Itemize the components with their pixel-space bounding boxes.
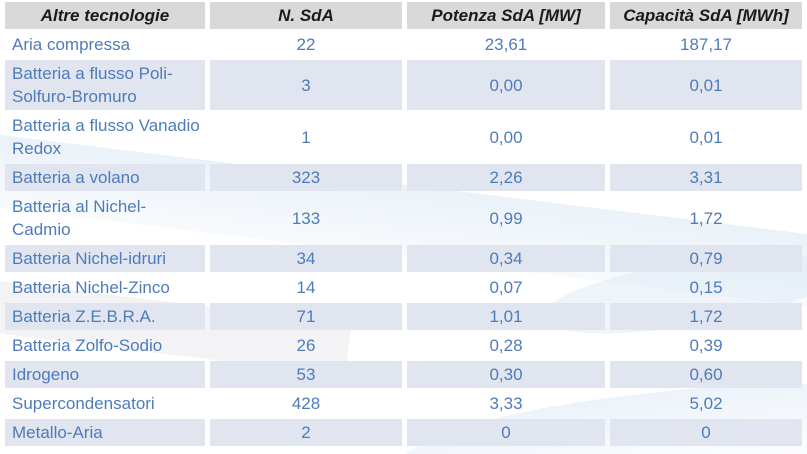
capacita-sda-cell: 0,15 (689, 278, 723, 297)
potenza-sda-cell: 0,07 (489, 278, 523, 297)
n-sda-cell: 34 (210, 245, 402, 272)
table-row: Batteria a volano 323 2,26 3,31 (5, 164, 802, 191)
potenza-sda-cell: 0,30 (407, 361, 605, 388)
potenza-sda-cell: 3,33 (489, 394, 523, 413)
n-sda-cell: 22 (296, 35, 316, 54)
capacita-sda-cell: 0,79 (610, 245, 802, 272)
tech-cell: Batteria al Nichel-Cadmio (12, 197, 147, 239)
table-row: Metallo-Aria 2 0 0 (5, 419, 802, 446)
capacita-sda-cell: 0,60 (610, 361, 802, 388)
table-row: Batteria a flusso Vanadio Redox 1 0,00 0,01 (5, 112, 802, 162)
table-row: Batteria Z.E.B.R.A. 71 1,01 1,72 (5, 303, 802, 330)
tech-cell: Batteria Zolfo-Sodio (12, 336, 163, 355)
column-header-n-sda: N. SdA (210, 2, 402, 29)
n-sda-cell: 3 (210, 60, 402, 110)
n-sda-cell: 14 (296, 278, 316, 297)
potenza-sda-cell: 0,00 (489, 127, 523, 147)
capacita-sda-cell: 1,72 (610, 303, 802, 330)
n-sda-cell: 53 (210, 361, 402, 388)
tech-cell: Batteria Nichel-Zinco (12, 278, 170, 297)
tech-cell: Batteria a volano (5, 164, 205, 191)
n-sda-cell: 71 (210, 303, 402, 330)
n-sda-cell: 428 (291, 394, 321, 413)
table-body: Aria compressa 22 23,61 187,17 Batteria a fl… (5, 31, 802, 446)
n-sda-cell: 2 (210, 419, 402, 446)
table-row: Idrogeno 53 0,30 0,60 (5, 361, 802, 388)
column-header-capacita-sda: Capacità SdA [MWh] (610, 2, 802, 29)
table-row: Batteria Nichel-Zinco 14 0,07 0,15 (5, 274, 802, 301)
capacita-sda-cell: 3,31 (610, 164, 802, 191)
table-row: Supercondensatori 428 3,33 5,02 (5, 390, 802, 417)
potenza-sda-cell: 0 (407, 419, 605, 446)
tech-cell: Batteria a flusso Vanadio Redox (12, 116, 200, 158)
capacita-sda-cell: 0,01 (689, 127, 723, 147)
n-sda-cell: 1 (301, 127, 311, 147)
capacita-sda-cell: 0,01 (610, 60, 802, 110)
capacita-sda-cell: 187,17 (680, 35, 732, 54)
table-row: Batteria Nichel-idruri 34 0,34 0,79 (5, 245, 802, 272)
table-row: Batteria al Nichel-Cadmio 133 0,99 1,72 (5, 193, 802, 243)
potenza-sda-cell: 0,00 (407, 60, 605, 110)
column-header-altre-tecnologie: Altre tecnologie (5, 2, 205, 29)
tech-cell: Supercondensatori (12, 394, 155, 413)
table-row: Batteria Zolfo-Sodio 26 0,28 0,39 (5, 332, 802, 359)
potenza-sda-cell: 0,34 (407, 245, 605, 272)
potenza-sda-cell: 1,01 (407, 303, 605, 330)
tech-cell: Metallo-Aria (5, 419, 205, 446)
tech-cell: Aria compressa (12, 35, 131, 54)
table-row: Aria compressa 22 23,61 187,17 (5, 31, 802, 58)
potenza-sda-cell: 2,26 (407, 164, 605, 191)
capacita-sda-cell: 5,02 (689, 394, 723, 413)
tech-cell: Batteria a flusso Poli-Solfuro-Bromuro (5, 60, 205, 110)
column-header-potenza-sda: Potenza SdA [MW] (407, 2, 605, 29)
n-sda-cell: 133 (291, 208, 321, 228)
tech-cell: Batteria Nichel-idruri (5, 245, 205, 272)
potenza-sda-cell: 0,99 (489, 208, 523, 228)
n-sda-cell: 323 (210, 164, 402, 191)
capacita-sda-cell: 0 (610, 419, 802, 446)
tech-cell: Idrogeno (5, 361, 205, 388)
capacita-sda-cell: 1,72 (689, 208, 723, 228)
capacita-sda-cell: 0,39 (689, 336, 723, 355)
tech-cell: Batteria Z.E.B.R.A. (5, 303, 205, 330)
n-sda-cell: 26 (296, 336, 316, 355)
potenza-sda-cell: 23,61 (484, 35, 528, 54)
potenza-sda-cell: 0,28 (489, 336, 523, 355)
header-row: Altre tecnologie N. SdA Potenza SdA [MW]… (5, 2, 802, 29)
table-row: Batteria a flusso Poli-Solfuro-Bromuro 3 0… (5, 60, 802, 110)
